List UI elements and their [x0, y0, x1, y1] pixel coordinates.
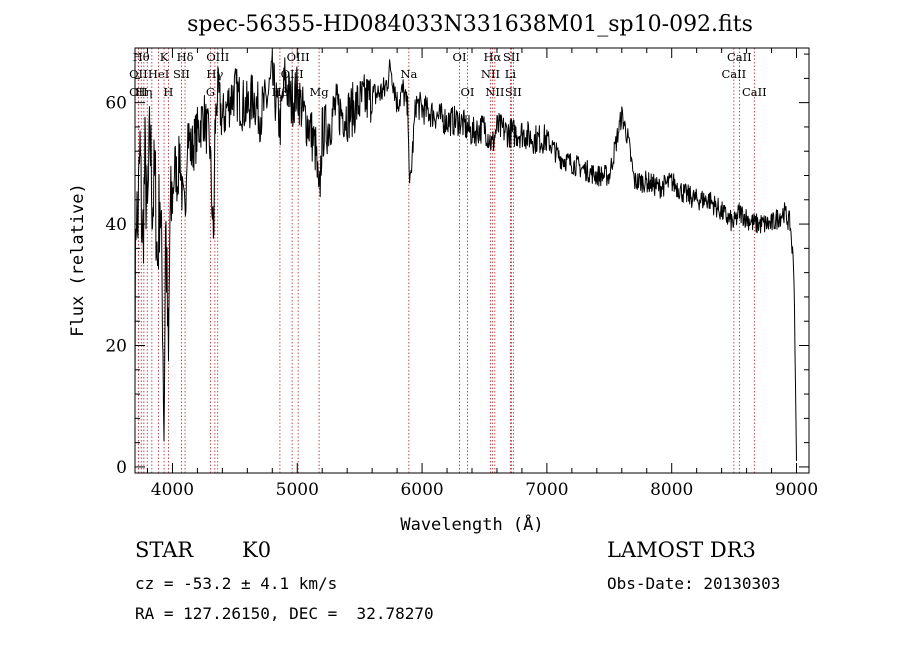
y-tick-label: 40 — [105, 215, 127, 235]
line-marker-label: OII — [129, 85, 148, 99]
line-marker-label: Hθ — [133, 50, 150, 64]
line-marker-label: K — [160, 50, 169, 64]
x-tick-label: 9000 — [775, 480, 818, 500]
object-class: STAR — [135, 538, 194, 562]
line-marker-label: Na — [400, 67, 417, 81]
coordinates: RA = 127.26150, DEC = 32.78270 — [135, 604, 434, 623]
chart-title: spec-56355-HD084033N331638M01_sp10-092.f… — [187, 12, 753, 37]
line-marker-label: Hα — [483, 50, 501, 64]
x-tick-label: 7000 — [525, 480, 568, 500]
x-tick-label: 5000 — [276, 480, 319, 500]
line-marker-label: OI — [453, 50, 467, 64]
x-axis-label: Wavelength (Å) — [400, 513, 543, 535]
x-tick-label: 6000 — [400, 480, 443, 500]
line-marker-label: OI — [461, 85, 475, 99]
y-tick-label: 0 — [116, 458, 127, 478]
spectrum-line — [134, 51, 797, 461]
observation-date: Obs-Date: 20130303 — [607, 574, 781, 593]
line-marker-label: Li — [505, 67, 517, 81]
line-marker-label: Hη — [135, 85, 152, 99]
line-marker-label: CaII — [727, 50, 752, 64]
line-marker-label: SII — [173, 67, 190, 81]
line-marker-label: NII — [485, 85, 504, 99]
line-marker-label: H — [163, 85, 173, 99]
line-marker-label: SII — [505, 85, 522, 99]
spectrum-chart: spec-56355-HD084033N331638M01_sp10-092.f… — [68, 12, 818, 535]
line-marker-label: CaII — [742, 85, 767, 99]
y-tick-label: 20 — [105, 337, 127, 357]
line-marker-label: G — [206, 85, 215, 99]
y-tick-label: 60 — [105, 94, 127, 114]
line-marker-label: Hδ — [177, 50, 194, 64]
line-marker-labels: OIIOIIHθHηHeIKHSIIHδGHγOIIIHβOIIIOIIIMgN… — [129, 50, 767, 99]
line-marker-label: OIII — [287, 50, 310, 64]
line-marker-label: Hγ — [206, 67, 223, 81]
line-marker-label: HeI — [148, 67, 169, 81]
y-axis-label: Flux (relative) — [68, 183, 88, 337]
survey-name: LAMOST DR3 — [607, 538, 756, 562]
x-tick-label: 4000 — [151, 480, 194, 500]
series-layer — [134, 51, 797, 461]
line-marker-label: NII — [481, 67, 500, 81]
redshift-velocity: cz = -53.2 ± 4.1 km/s — [135, 574, 338, 593]
line-marker-label: Mg — [310, 85, 330, 99]
object-subclass: K0 — [242, 538, 272, 562]
axis-ticks: 4000 5000 6000 7000 8000 9000 0 20 40 60 — [105, 48, 818, 500]
line-marker-label: OIII — [206, 50, 229, 64]
plot-frame — [134, 47, 810, 474]
line-marker-label: CaII — [721, 67, 746, 81]
line-marker-label: SII — [503, 50, 520, 64]
line-marker-label: OII — [129, 67, 148, 81]
x-tick-label: 8000 — [650, 480, 693, 500]
